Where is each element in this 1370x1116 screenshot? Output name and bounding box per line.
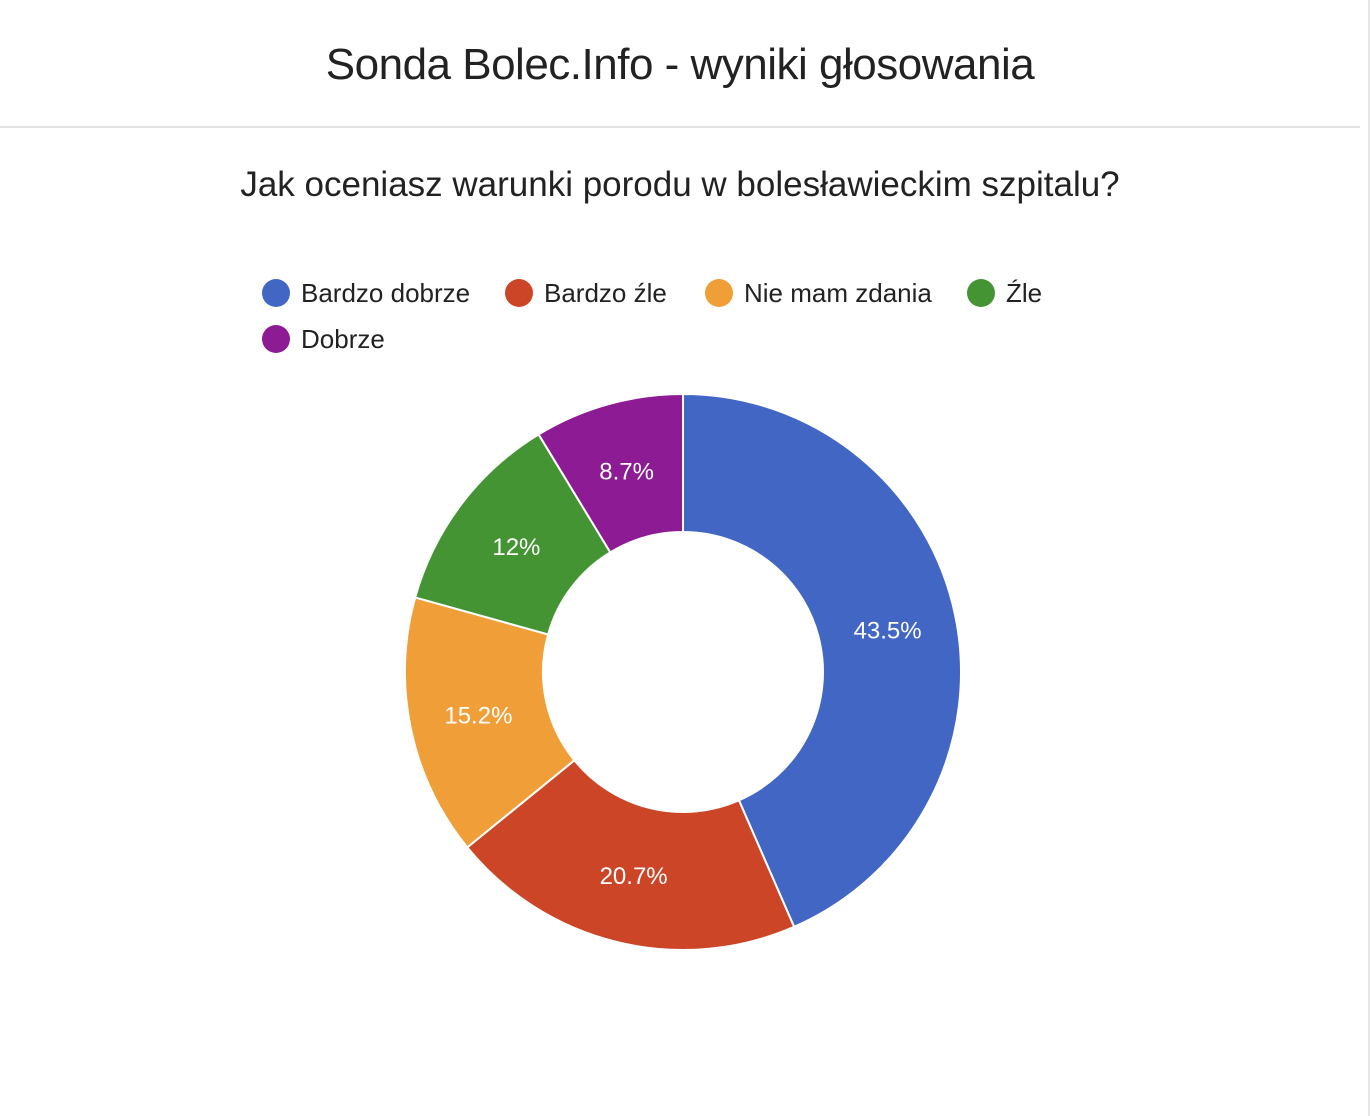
legend-item-dobrze[interactable]: Dobrze	[262, 324, 385, 354]
chart-legend: Bardzo dobrze Bardzo źle Nie mam zdania Źle…	[262, 278, 1042, 354]
slice-label-nie-mam-zdania: 15.2%	[444, 703, 512, 730]
page-right-border	[1368, 0, 1370, 1116]
legend-swatch	[505, 279, 533, 307]
legend-swatch	[262, 279, 290, 307]
chart-slices	[404, 392, 962, 951]
legend-item-nie-mam-zdania[interactable]: Nie mam zdania	[705, 278, 932, 308]
page-header: Sonda Bolec.Info - wyniki głosowania	[0, 0, 1360, 128]
slice-bardzo-zle[interactable]	[465, 758, 796, 951]
slice-label-bardzo-zle: 20.7%	[600, 863, 668, 890]
legend-item-bardzo-dobrze[interactable]: Bardzo dobrze	[262, 278, 470, 308]
slice-label-dobrze: 8.7%	[599, 459, 654, 486]
slice-bardzo-dobrze[interactable]	[682, 392, 962, 929]
legend-label: Źle	[1006, 278, 1042, 308]
legend-item-bardzo-zle[interactable]: Bardzo źle	[505, 278, 667, 308]
legend-label: Dobrze	[301, 324, 385, 354]
legend-swatch	[967, 279, 995, 307]
legend-item-zle[interactable]: Źle	[967, 278, 1042, 308]
chart-title: Jak oceniasz warunki porodu w bolesławie…	[240, 165, 1119, 204]
legend-swatch	[262, 325, 290, 353]
slice-dobrze[interactable]	[537, 392, 684, 554]
slice-zle[interactable]	[413, 433, 612, 636]
legend-label: Nie mam zdania	[744, 278, 932, 308]
slice-label-bardzo-dobrze: 43.5%	[854, 617, 922, 644]
chart-slice-labels: 43.5% 20.7% 15.2% 12% 8.7%	[444, 459, 921, 890]
legend-label: Bardzo dobrze	[301, 278, 470, 308]
legend-label: Bardzo źle	[544, 278, 667, 308]
page-title: Sonda Bolec.Info - wyniki głosowania	[325, 40, 1035, 89]
legend-swatch	[705, 279, 733, 307]
slice-label-zle: 12%	[492, 534, 540, 561]
slice-nie-mam-zdania[interactable]	[404, 596, 576, 849]
